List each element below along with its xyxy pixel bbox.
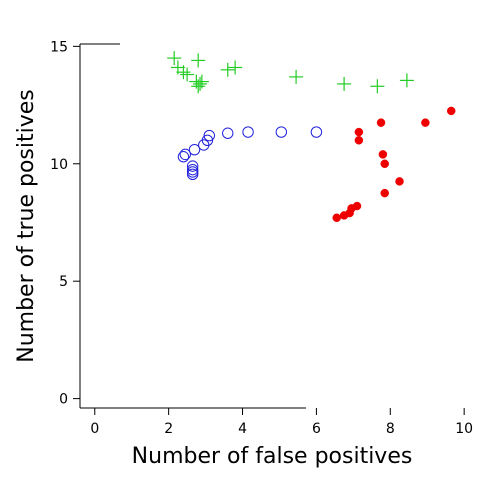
y-tick-label: 15 — [50, 39, 68, 55]
x-tick-label: 6 — [312, 421, 321, 437]
plus-marker — [193, 76, 208, 91]
open-circle-marker — [242, 126, 254, 138]
x-tick-label: 8 — [386, 421, 395, 437]
plus-marker — [180, 67, 195, 82]
filled-circle-marker — [446, 106, 456, 116]
x-tick-label: 10 — [455, 421, 473, 437]
filled-circle-marker — [380, 159, 389, 169]
filled-circle-marker — [352, 201, 362, 211]
plus-marker — [191, 53, 206, 68]
plus-marker — [370, 79, 385, 94]
open-circle-marker — [188, 143, 201, 156]
filled-circle-marker — [354, 127, 364, 137]
open-circle-marker — [186, 160, 199, 172]
open-circle-marker — [179, 148, 191, 161]
x-axis-title: Number of false positives — [132, 444, 413, 469]
filled-circle-marker — [395, 177, 404, 186]
x-tick-label: 0 — [90, 421, 99, 437]
open-circle-marker — [186, 168, 199, 181]
plus-marker — [399, 73, 414, 88]
y-tick-label: 0 — [59, 392, 68, 408]
open-circle-marker — [275, 126, 288, 138]
filled-circle-marker — [421, 118, 430, 127]
open-circle-marker — [198, 139, 210, 151]
data-points — [167, 51, 456, 223]
filled-circle-marker — [332, 213, 341, 223]
open-circle-marker — [186, 163, 199, 176]
y-tick-label: 5 — [59, 274, 68, 290]
y-axis-title: Number of true positives — [14, 89, 39, 362]
axis-ticks: 0 2 4 6 8 10 0 5 10 15 — [50, 39, 473, 437]
plus-marker — [220, 62, 235, 77]
filled-circle-marker — [354, 136, 364, 145]
x-tick-label: 4 — [238, 421, 247, 437]
plus-marker — [289, 69, 304, 84]
plus-marker — [337, 76, 352, 91]
open-circle-marker — [201, 134, 214, 146]
plus-marker — [194, 74, 209, 89]
open-circle-marker — [310, 126, 323, 138]
open-circle-marker — [222, 127, 234, 139]
plus-marker — [228, 60, 243, 75]
open-circle-marker — [203, 129, 215, 142]
plus-marker — [176, 65, 191, 80]
open-circle-marker — [177, 151, 190, 163]
filled-circle-marker — [376, 118, 386, 127]
x-tick-label: 2 — [164, 421, 173, 437]
filled-circle-marker — [378, 150, 388, 159]
plus-marker — [167, 51, 182, 66]
filled-circle-marker — [380, 188, 389, 198]
y-tick-label: 10 — [50, 157, 68, 173]
open-circle-marker — [186, 166, 199, 178]
